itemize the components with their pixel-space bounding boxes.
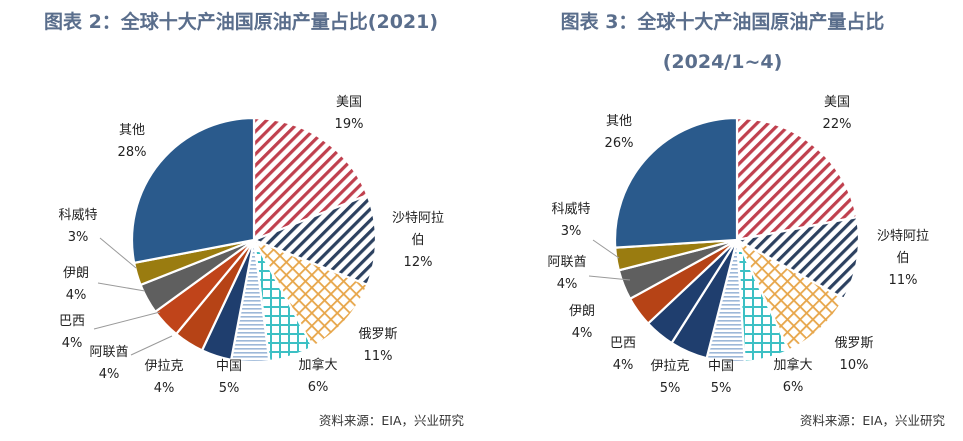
slice-name-label-4: 中国 [216,359,242,374]
slice-value-label-5: 5% [660,381,681,396]
slice-name-label-8: 伊朗 [63,266,89,281]
slice-value-label-8: 4% [66,288,87,303]
chart-panel-2024: 图表 3：全球十大产油国原油产量占比 (2024/1~4) 美国 22% 沙特阿拉伯… [482,0,963,441]
source-note-2021: 资料来源：EIA，兴业研究 [318,413,464,428]
pie-slice-0 [252,116,369,242]
chart-title-2021: 图表 2：全球十大产油国原油产量占比(2021) [43,11,439,33]
leader-line-6 [130,335,173,356]
slice-value-label-6: 4% [99,367,120,382]
slice-name-label-1-1: 伯 [411,233,424,248]
slice-value-label-6: 4% [613,358,634,373]
slice-name-label-0: 美国 [824,95,850,110]
slice-value-label-9: 3% [561,224,582,239]
chart-subtitle-2024: (2024/1~4) [662,51,783,73]
slice-value-label-8: 4% [557,277,578,292]
slice-name-label-5: 伊拉克 [144,359,183,374]
pie-slice-1 [251,193,378,287]
slice-name-label-4: 中国 [708,359,734,374]
slice-name-label-9: 科威特 [551,202,590,217]
leader-line-8 [97,282,146,292]
slice-name-label-9: 科威特 [58,208,97,223]
slice-value-label-7: 4% [572,326,593,341]
pie-slice-2 [734,237,846,352]
slice-name-label-8: 阿联酋 [547,254,586,270]
slice-value-label-4: 5% [711,381,732,396]
chart-panel-2021: 图表 2：全球十大产油国原油产量占比(2021) 美国 19% 沙特阿拉伯 12% 俄罗… [43,11,464,428]
slice-name-label-1-0: 沙特阿拉 [392,211,444,226]
slice-value-label-2: 10% [840,358,869,373]
pie-slice-2 [251,237,369,349]
leader-line-7 [93,311,161,330]
chart-title-2024: 图表 3：全球十大产油国原油产量占比 [560,11,885,33]
pie-slice-10 [130,116,256,265]
source-note-2024: 资料来源：EIA，兴业研究 [799,413,945,428]
slice-value-label-10: 26% [605,136,634,151]
slice-value-label-0: 22% [823,117,852,132]
slice-value-label-3: 6% [308,380,329,395]
leader-line-9 [99,237,137,269]
slice-value-label-4: 5% [219,381,240,396]
slice-name-label-5: 伊拉克 [650,359,689,374]
slice-value-label-1: 11% [889,273,918,288]
slice-name-label-10: 其他 [119,123,145,138]
slice-value-label-1: 12% [404,255,433,270]
slice-name-label-3: 加拿大 [773,357,812,373]
slice-name-label-7: 巴西 [59,314,85,329]
leader-line-8 [588,275,631,281]
slice-name-label-6: 阿联酋 [89,344,128,360]
slice-value-label-2: 11% [364,349,393,364]
slice-value-label-9: 3% [68,230,89,245]
slice-name-label-2: 俄罗斯 [358,327,397,342]
slice-name-label-2: 俄罗斯 [834,336,873,351]
slice-name-label-6: 巴西 [610,336,636,351]
pie-slice-1 [733,215,861,301]
slice-value-label-5: 4% [154,381,175,396]
slice-name-label-3: 加拿大 [298,357,337,373]
slice-value-label-7: 4% [62,336,83,351]
slice-name-label-1-0: 沙特阿拉 [877,229,929,244]
slice-value-label-10: 28% [118,145,147,160]
pie-slice-10 [613,116,739,249]
leader-line-9 [592,239,620,259]
slice-name-label-10: 其他 [606,114,632,129]
pie-slice-0 [735,116,859,242]
slice-name-label-0: 美国 [336,95,362,110]
slice-value-label-3: 6% [783,380,804,395]
slice-value-label-0: 19% [335,117,364,132]
slice-name-label-7: 伊朗 [569,304,595,319]
slice-name-label-1-1: 伯 [896,251,909,266]
